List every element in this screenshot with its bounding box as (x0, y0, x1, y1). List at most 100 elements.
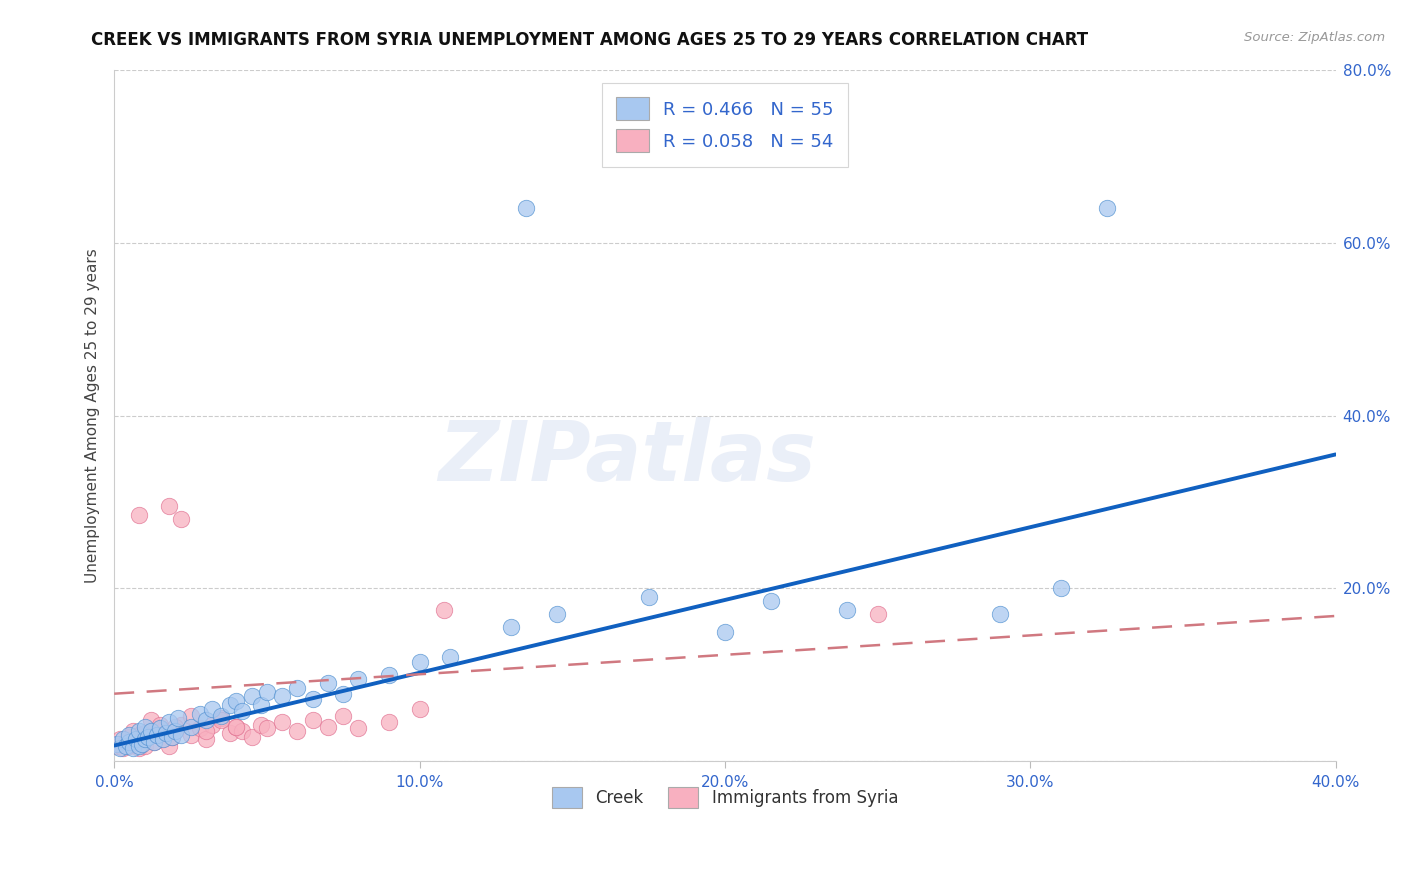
Point (128, 739, 150, 753)
Point (180, 719, 202, 733)
Point (157, 715, 180, 730)
Point (271, 690, 294, 704)
Point (835, 603, 858, 617)
Point (124, 732, 146, 747)
Point (157, 500, 180, 514)
Point (256, 685, 278, 699)
Point (139, 723, 162, 738)
Point (146, 728, 169, 742)
Point (165, 723, 187, 738)
Point (332, 709, 354, 723)
Point (105, 739, 128, 753)
Point (165, 719, 187, 733)
Point (167, 711, 190, 725)
Point (637, 590, 659, 604)
Point (225, 693, 247, 707)
Point (115, 735, 138, 749)
Point (165, 723, 187, 738)
Point (231, 704, 253, 718)
Point (112, 732, 135, 747)
Point (225, 719, 247, 733)
Point (316, 676, 339, 690)
Point (115, 739, 138, 753)
Point (316, 719, 339, 733)
Point (142, 735, 165, 749)
Point (170, 728, 193, 742)
Point (105, 737, 128, 751)
Point (225, 719, 247, 733)
Point (155, 726, 177, 740)
Point (134, 719, 156, 733)
Point (131, 737, 153, 751)
Point (249, 698, 271, 712)
Point (194, 713, 217, 727)
Point (194, 723, 217, 738)
Point (256, 721, 278, 735)
Point (170, 718, 193, 732)
Point (408, 655, 430, 669)
Point (139, 723, 162, 738)
Point (136, 730, 159, 744)
Point (118, 735, 141, 749)
Point (131, 732, 153, 747)
Point (347, 672, 370, 686)
Point (759, 594, 782, 608)
Point (714, 624, 737, 639)
Point (118, 728, 141, 742)
Point (194, 732, 217, 747)
Point (136, 730, 159, 744)
Point (287, 681, 309, 695)
Point (1095, 201, 1118, 215)
Point (149, 718, 172, 732)
Point (128, 723, 150, 738)
Point (209, 713, 232, 727)
Point (146, 728, 169, 742)
Point (287, 723, 309, 738)
Point (439, 650, 461, 665)
Point (231, 723, 253, 738)
Point (121, 741, 143, 756)
Point (378, 715, 401, 730)
Y-axis label: Unemployment Among Ages 25 to 29 years: Unemployment Among Ages 25 to 29 years (86, 248, 100, 583)
Point (201, 718, 224, 732)
Point (134, 726, 156, 740)
Point (160, 730, 183, 744)
Point (988, 607, 1011, 622)
Point (209, 711, 232, 725)
Point (118, 739, 141, 753)
Point (240, 690, 263, 704)
Point (301, 713, 323, 727)
Point (219, 726, 242, 740)
Point (152, 732, 174, 747)
Point (249, 718, 271, 732)
Point (515, 201, 537, 215)
Point (139, 713, 162, 727)
Point (157, 739, 180, 753)
Point (546, 607, 568, 622)
Point (180, 709, 202, 723)
Point (149, 721, 172, 735)
Point (408, 702, 430, 716)
Point (347, 721, 370, 735)
Point (110, 741, 132, 756)
Point (152, 732, 174, 747)
Point (188, 706, 211, 721)
Legend: Creek, Immigrants from Syria: Creek, Immigrants from Syria (546, 780, 904, 815)
Point (301, 692, 323, 706)
Point (142, 735, 165, 749)
Point (332, 687, 354, 701)
Point (128, 741, 150, 756)
Point (1049, 582, 1071, 596)
Point (209, 709, 232, 723)
Point (124, 735, 146, 749)
Text: Source: ZipAtlas.com: Source: ZipAtlas.com (1244, 31, 1385, 45)
Point (155, 726, 177, 740)
Text: CREEK VS IMMIGRANTS FROM SYRIA UNEMPLOYMENT AMONG AGES 25 TO 29 YEARS CORRELATIO: CREEK VS IMMIGRANTS FROM SYRIA UNEMPLOYM… (91, 31, 1088, 49)
Point (271, 715, 294, 730)
Point (170, 512, 193, 526)
Point (134, 739, 156, 753)
Point (866, 607, 889, 622)
Point (378, 667, 401, 681)
Point (180, 728, 202, 742)
Point (128, 508, 150, 522)
